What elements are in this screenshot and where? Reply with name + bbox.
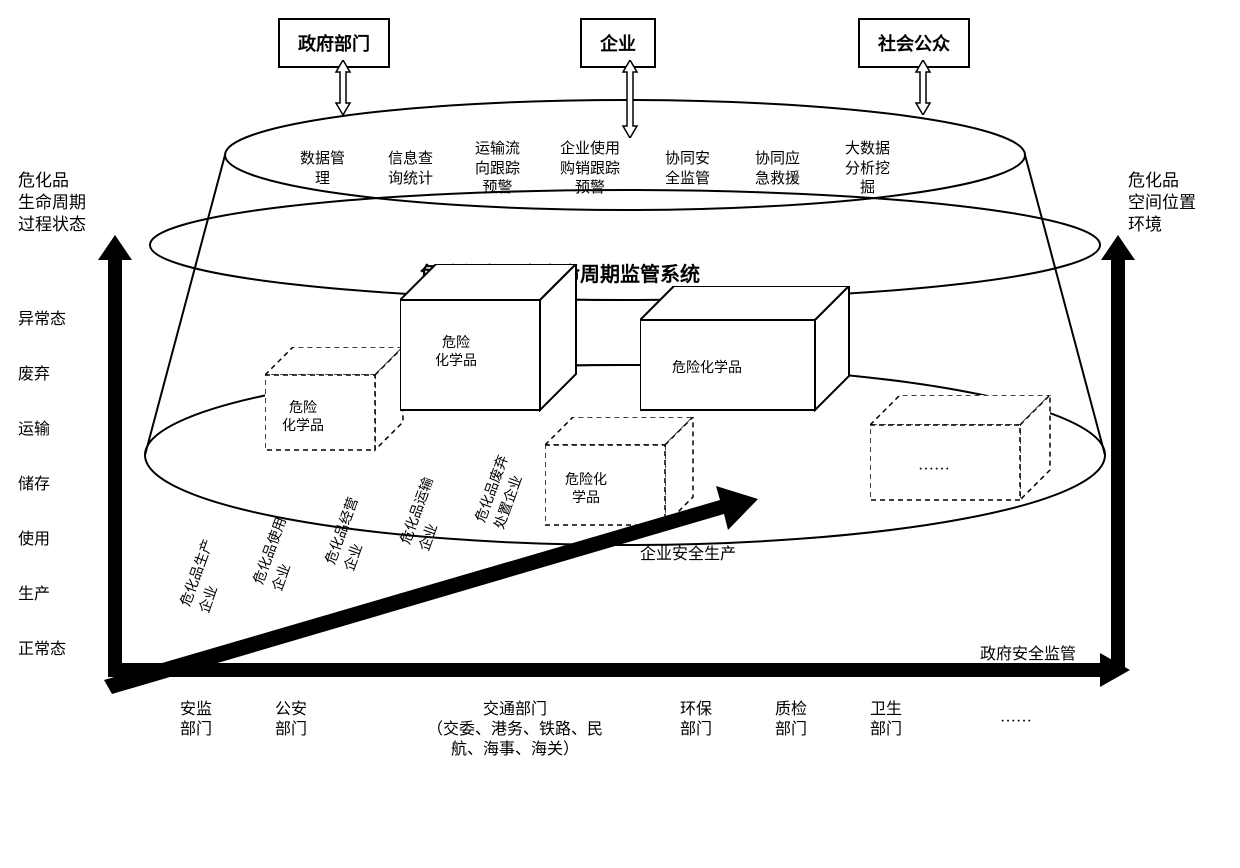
x-label-1: 公安部门 [275,700,307,740]
y-label-5: 生产 [18,585,50,606]
top-box-public-label: 社会公众 [878,34,950,54]
cube-4-label: 危险化学品 [565,472,607,507]
y-label-6: 正常态 [18,640,66,661]
y-label-1: 废弃 [18,365,50,386]
ring-label-6: 大数据分析挖掘 [845,140,890,199]
x-end-label: 政府安全监管 [980,640,1076,664]
x-label-6: ······ [1000,712,1032,732]
y-label-4: 使用 [18,530,50,551]
ring-label-4: 协同安全监管 [665,150,710,189]
bi-arrow-gov [334,60,352,115]
x-label-0: 安监部门 [180,700,212,740]
ring-label-5: 协同应急救援 [755,150,800,189]
top-box-enterprise-label: 企业 [600,34,636,54]
right-axis-header: 危化品空间位置环境 [1128,170,1196,236]
y-label-2: 运输 [18,420,50,441]
cube-5-label: ······ [918,460,950,480]
top-box-enterprise: 企业 [580,18,656,68]
top-box-gov-label: 政府部门 [298,34,370,54]
cube-3 [640,286,851,412]
bi-arrow-enterprise [621,60,639,138]
cube-2-label: 危险化学品 [435,335,477,370]
ring-label-0: 数据管理 [300,150,345,189]
cube-1-label: 危险化学品 [282,400,324,435]
bi-arrow-public [914,60,932,115]
ring-label-3: 企业使用购销跟踪预警 [560,140,620,199]
ring-label-2: 运输流向跟踪预警 [475,140,520,199]
x-label-5: 卫生部门 [870,700,902,740]
cube-2 [400,264,578,412]
x-label-3: 环保部门 [680,700,712,740]
x-label-4: 质检部门 [775,700,807,740]
y-axis-header: 危化品生命周期过程状态 [18,170,86,236]
x-label-2: 交通部门（交委、港务、铁路、民航、海事、海关） [390,700,640,760]
diag-end-label: 企业安全生产 [640,540,736,564]
y-label-0: 异常态 [18,310,66,331]
y-label-3: 储存 [18,475,50,496]
cube-3-label: 危险化学品 [672,360,742,378]
ring-label-1: 信息查询统计 [388,150,433,189]
cube-5 [870,395,1052,502]
